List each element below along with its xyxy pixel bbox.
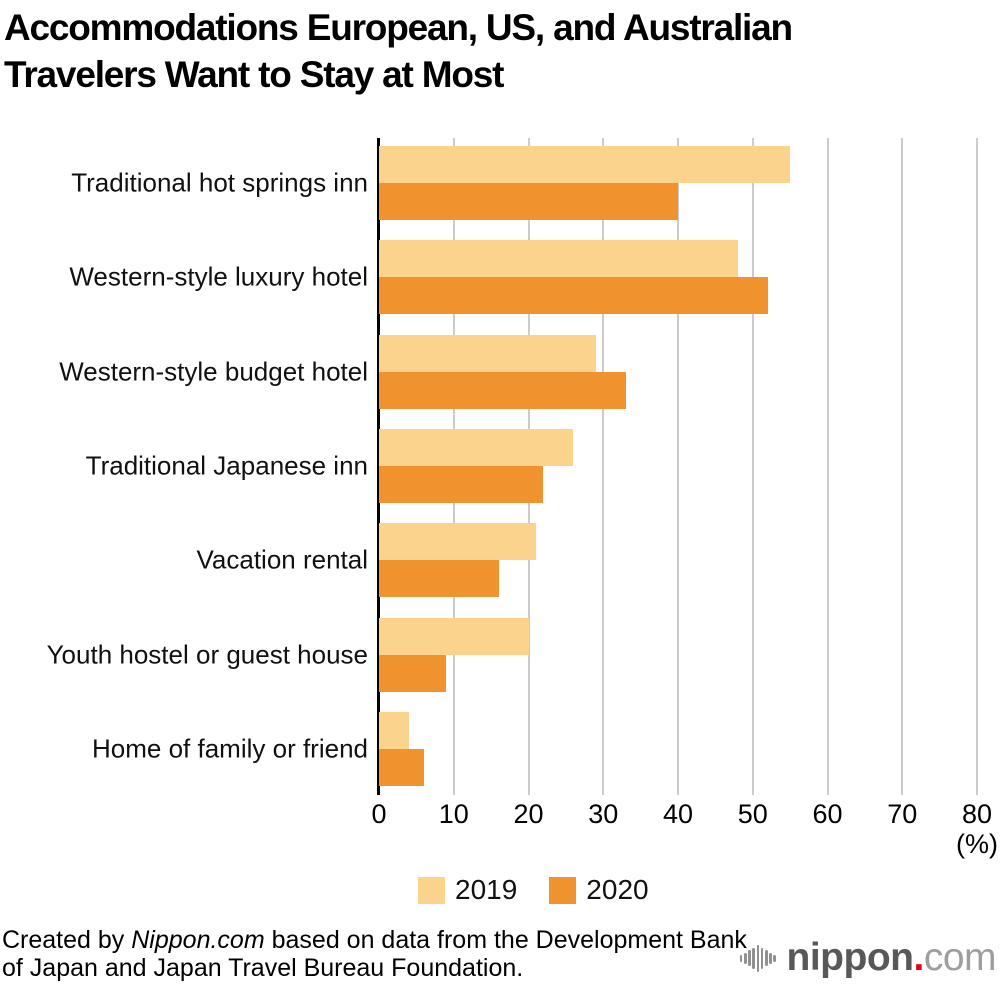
bar-2019-1 bbox=[379, 240, 738, 278]
chart-title: Accommodations European, US, and Austral… bbox=[4, 4, 944, 98]
x-tick-label-20: 20 bbox=[513, 799, 544, 829]
waveform-bar-0 bbox=[739, 954, 743, 962]
waveform-bar-2 bbox=[748, 950, 751, 966]
waveform-bar-3 bbox=[752, 947, 755, 969]
logo-dot: . bbox=[913, 936, 924, 979]
credit-line2: of Japan and Japan Travel Bureau Foundat… bbox=[2, 953, 524, 982]
bar-2020-5 bbox=[379, 654, 447, 692]
category-label-6: Home of family or friend bbox=[92, 733, 368, 764]
x-tick-label-30: 30 bbox=[588, 799, 619, 829]
bar-2020-4 bbox=[379, 560, 499, 598]
category-label-0: Traditional hot springs inn bbox=[71, 167, 368, 198]
legend: 2019 2020 bbox=[418, 874, 649, 906]
nippon-logo-text: nippon.com bbox=[786, 936, 997, 979]
waveform-bar-1 bbox=[744, 952, 747, 964]
waveform-bar-8 bbox=[773, 954, 776, 962]
x-axis-unit-label: (%) bbox=[956, 829, 998, 859]
x-tick-label-50: 50 bbox=[737, 799, 768, 829]
chart-title-line2: Travelers Want to Stay at Most bbox=[4, 54, 504, 95]
gridline-80 bbox=[976, 138, 978, 795]
gridline-70 bbox=[901, 138, 904, 795]
gridline-50 bbox=[751, 138, 754, 795]
bar-2019-4 bbox=[379, 523, 536, 561]
category-label-1: Western-style luxury hotel bbox=[69, 261, 368, 292]
category-label-2: Western-style budget hotel bbox=[59, 356, 368, 387]
x-tick-label-10: 10 bbox=[438, 799, 469, 829]
waveform-bar-5 bbox=[760, 947, 764, 969]
logo-brand: nippon bbox=[786, 936, 914, 979]
chart-title-line1: Accommodations European, US, and Austral… bbox=[4, 7, 793, 48]
y-axis-line bbox=[377, 138, 380, 795]
category-label-4: Vacation rental bbox=[196, 544, 368, 575]
legend-swatch-2019 bbox=[418, 876, 445, 904]
bar-2019-2 bbox=[379, 334, 596, 372]
logo-tld: com bbox=[923, 936, 997, 979]
credit-source: Nippon.com bbox=[131, 926, 265, 954]
waveform-bar-7 bbox=[769, 952, 772, 964]
x-tick-label-60: 60 bbox=[812, 799, 843, 829]
bar-2019-3 bbox=[379, 428, 574, 466]
legend-item-2020: 2020 bbox=[549, 874, 649, 906]
gridline-30 bbox=[602, 138, 605, 795]
legend-swatch-2020 bbox=[549, 876, 577, 904]
credit-line1-rest: based on data from the Development Bank bbox=[264, 926, 747, 954]
x-tick-label-0: 0 bbox=[371, 799, 387, 829]
credit-prefix: Created by bbox=[2, 926, 132, 954]
gridline-60 bbox=[826, 138, 829, 795]
category-label-3: Traditional Japanese inn bbox=[85, 450, 368, 481]
bar-2019-6 bbox=[379, 711, 409, 749]
category-label-5: Youth hostel or guest house bbox=[46, 639, 368, 669]
credit-text: Created by Nippon.com based on data from… bbox=[2, 926, 792, 982]
waveform-icon bbox=[739, 944, 778, 972]
bar-2020-0 bbox=[379, 183, 678, 220]
bar-2020-6 bbox=[379, 748, 424, 786]
bar-2019-0 bbox=[379, 146, 791, 183]
legend-item-2019: 2019 bbox=[418, 874, 517, 906]
bar-2020-1 bbox=[379, 277, 768, 315]
legend-label-2019: 2019 bbox=[455, 874, 518, 905]
x-tick-label-40: 40 bbox=[662, 799, 694, 829]
x-tick-label-70: 70 bbox=[887, 799, 918, 829]
waveform-bar-6 bbox=[764, 950, 768, 966]
legend-label-2020: 2020 bbox=[586, 874, 649, 905]
x-tick-label-80: 80 bbox=[961, 799, 993, 829]
gridline-40 bbox=[677, 138, 679, 795]
waveform-bar-4 bbox=[756, 944, 760, 972]
bar-2019-5 bbox=[379, 617, 529, 655]
bar-2020-3 bbox=[379, 465, 544, 503]
bar-2020-2 bbox=[379, 371, 626, 409]
nippon-logo: nippon.com bbox=[739, 936, 997, 979]
